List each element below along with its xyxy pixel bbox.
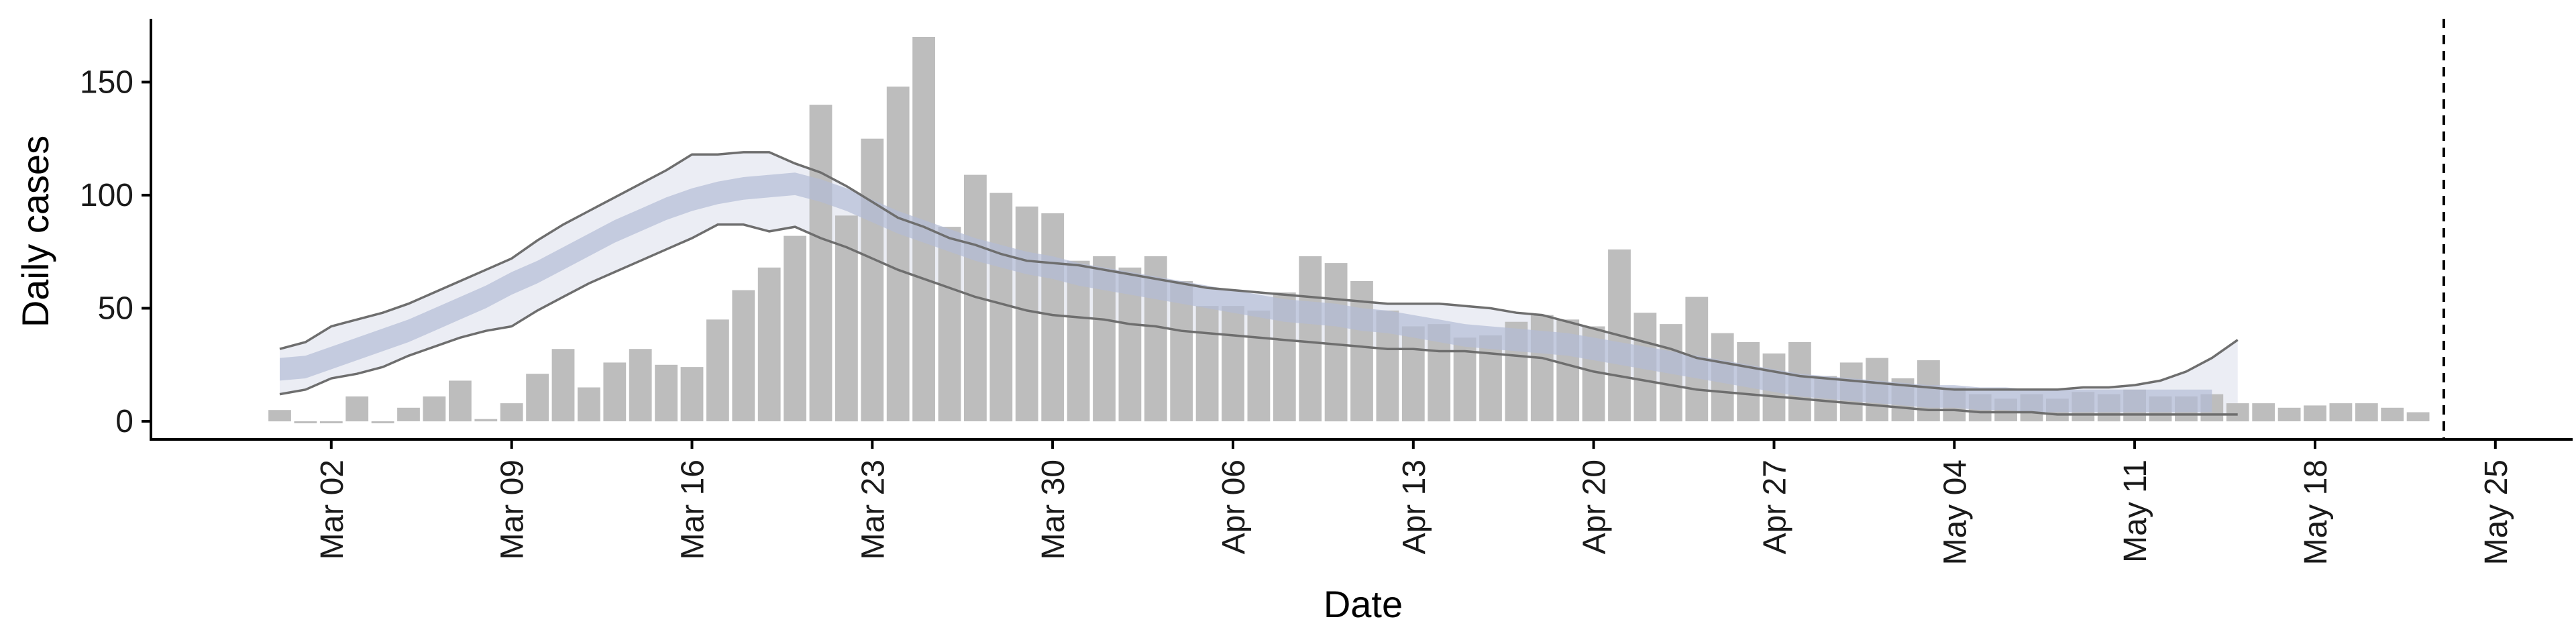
case-bar — [680, 367, 704, 421]
case-bar — [655, 364, 678, 422]
x-tick-label: Mar 30 — [1036, 460, 1071, 559]
x-tick-label: Mar 16 — [676, 460, 711, 559]
case-bar — [319, 421, 343, 423]
case-bar — [423, 396, 446, 422]
y-tick-label: 50 — [98, 291, 133, 327]
case-bar — [2226, 403, 2249, 422]
x-tick-label: Mar 09 — [495, 460, 531, 559]
case-bar — [1195, 306, 1219, 421]
case-bar — [706, 319, 729, 421]
x-tick-label: May 25 — [2479, 460, 2514, 565]
case-bar — [1350, 281, 1373, 421]
x-tick-label: Apr 27 — [1758, 460, 1793, 554]
case-bar — [629, 349, 652, 422]
y-tick-label: 0 — [115, 404, 133, 439]
case-bar — [578, 387, 600, 422]
y-tick-label: 100 — [80, 178, 133, 213]
lower-bound-line — [279, 223, 2238, 416]
case-bar — [2277, 407, 2301, 421]
case-bar — [886, 87, 910, 421]
outer-band-layer — [280, 152, 2238, 415]
upper-bound-line — [279, 151, 2239, 391]
band-lines-layer — [279, 151, 2239, 416]
x-tick-label: May 11 — [2118, 460, 2153, 563]
case-bar — [1067, 260, 1090, 421]
axes-layer — [150, 19, 2573, 441]
case-bar — [1041, 213, 1065, 421]
x-tick-label: May 18 — [2298, 460, 2334, 565]
x-tick-label: Apr 06 — [1216, 460, 1252, 554]
case-bar — [603, 362, 627, 421]
case-bar — [732, 290, 755, 421]
case-bar — [989, 193, 1013, 422]
case-bar — [2252, 403, 2275, 422]
x-tick-label: Apr 13 — [1397, 460, 1432, 554]
x-axis-title: Date — [1324, 583, 1403, 625]
case-bar — [1299, 256, 1322, 422]
y-axis-title: Daily cases — [14, 136, 56, 327]
case-bar — [371, 421, 394, 423]
case-bar — [1247, 310, 1271, 422]
case-bar — [1324, 263, 1348, 422]
case-bar — [757, 267, 781, 421]
x-tick-label: Mar 23 — [855, 460, 891, 559]
case-bar — [2329, 403, 2353, 422]
case-bar — [1222, 306, 1244, 421]
case-bar — [474, 419, 498, 422]
outer-credible-band — [280, 152, 2238, 415]
case-bar — [449, 380, 472, 422]
case-bar — [861, 138, 884, 422]
case-bar — [2304, 405, 2326, 421]
case-bar — [1401, 326, 1425, 422]
case-bar — [500, 403, 523, 422]
x-ticks-layer: Mar 02 Mar 09 Mar 16 Mar 23 Mar 30 Apr 06 Apr … — [315, 439, 2514, 565]
case-bar — [2406, 412, 2430, 421]
x-tick-label: Apr 20 — [1577, 460, 1613, 554]
case-bar — [268, 410, 291, 422]
case-bar — [809, 105, 833, 421]
case-bar — [2355, 403, 2378, 422]
case-bar — [1479, 335, 1502, 421]
y-ticks-layer: 0 50 100 150 — [80, 64, 151, 439]
case-bar — [551, 349, 575, 422]
case-bar — [397, 407, 420, 421]
case-bar — [526, 374, 549, 421]
case-bar — [2381, 407, 2404, 421]
y-tick-label: 150 — [80, 64, 133, 100]
x-tick-label: Mar 02 — [315, 460, 350, 559]
case-bar — [1015, 206, 1038, 421]
case-bar — [345, 396, 369, 422]
x-tick-label: May 04 — [1937, 460, 1973, 565]
case-bar — [784, 235, 806, 421]
case-bar — [294, 421, 317, 423]
case-bar — [938, 227, 961, 421]
